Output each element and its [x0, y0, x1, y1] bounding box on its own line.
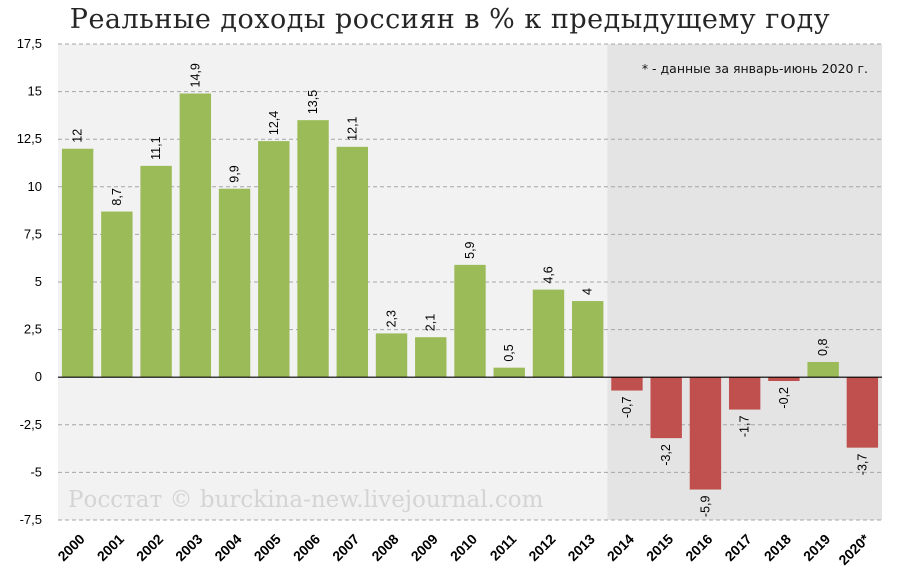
data-label: -3,7	[855, 454, 869, 476]
x-tick-label: 2013	[564, 531, 597, 564]
x-tick-label: 2007	[329, 531, 362, 564]
gridlines	[58, 43, 882, 521]
bar	[140, 165, 172, 378]
x-tick-label: 2020*	[835, 530, 873, 568]
x-tick-label: 2014	[604, 531, 637, 564]
data-label: 11,1	[149, 136, 163, 159]
bar	[689, 377, 722, 490]
watermark: Росстат © burckina-new.livejournal.com	[68, 487, 544, 513]
x-tick-label: 2003	[172, 531, 205, 564]
data-label: 0,8	[816, 339, 830, 356]
x-tick-label: 2009	[408, 531, 441, 564]
data-label: -5,9	[698, 495, 712, 517]
bar	[493, 367, 525, 378]
x-tick-label: 2004	[211, 531, 244, 564]
bar	[258, 141, 290, 378]
data-label: 2,1	[424, 314, 438, 331]
bar	[572, 301, 604, 378]
data-labels: 12 8,7 11,1 14,9 9,9 12,4 13,5 12,1 2,3 2,1 5,9 0,5…	[71, 63, 870, 517]
y-tick-label: -5	[30, 464, 42, 479]
bar	[101, 211, 133, 378]
data-label: -0,2	[777, 387, 791, 409]
x-tick-label: 2006	[290, 531, 323, 564]
data-label: 2,3	[385, 310, 399, 327]
bar	[768, 377, 800, 382]
data-label: 12,1	[345, 116, 359, 140]
y-tick-label: 10	[28, 179, 42, 194]
bar	[61, 148, 94, 378]
x-tick-label: 2012	[525, 531, 558, 564]
data-label: 13,5	[306, 90, 320, 114]
data-label: -0,7	[620, 396, 634, 418]
data-label: 12	[71, 129, 85, 143]
y-tick-label: 15	[28, 84, 42, 99]
x-axis-ticks: 2000 2001 2002 2003 2004 2005 2006 2007 2008 2009…	[54, 530, 872, 568]
bar	[218, 188, 251, 378]
x-tick-label: 2008	[368, 531, 401, 564]
bar	[454, 264, 486, 378]
x-tick-label: 2002	[133, 531, 166, 564]
data-label: -3,2	[659, 444, 673, 466]
bar	[611, 377, 643, 391]
y-tick-label: -7,5	[20, 512, 42, 527]
bar	[807, 361, 839, 378]
bar	[846, 377, 879, 448]
y-tick-label: 0	[35, 369, 42, 384]
y-tick-label: 7,5	[24, 226, 42, 241]
data-label: 5,9	[463, 241, 477, 258]
data-label: 9,9	[228, 165, 242, 182]
bar	[728, 377, 761, 410]
x-tick-label: 2015	[643, 531, 676, 564]
x-tick-label: 2000	[54, 531, 87, 564]
x-tick-label: 2019	[800, 531, 833, 564]
x-tick-label: 2010	[447, 531, 480, 564]
y-tick-label: 2,5	[24, 322, 42, 337]
y-tick-label: -2,5	[20, 417, 42, 432]
bar	[532, 289, 565, 378]
y-tick-label: 17,5	[17, 36, 42, 51]
x-tick-label: 2005	[251, 531, 284, 564]
data-label: -1,7	[738, 416, 752, 438]
x-tick-label: 2016	[682, 531, 715, 564]
data-label: 12,4	[267, 111, 281, 135]
data-label: 4	[581, 288, 595, 295]
y-tick-label: 12,5	[17, 131, 42, 146]
bar	[415, 337, 447, 378]
bar	[650, 377, 682, 439]
bar	[179, 93, 212, 378]
data-label: 8,7	[110, 188, 124, 205]
footnote-annotation: * - данные за январь-июнь 2020 г.	[642, 61, 868, 76]
y-tick-label: 5	[35, 274, 42, 289]
x-tick-label: 2001	[94, 531, 127, 564]
x-tick-label: 2018	[761, 531, 794, 564]
bar	[336, 146, 368, 378]
bar	[375, 333, 408, 378]
y-axis-ticks: 17,5 15 12,5 10 7,5 5 2,5 0 -2,5 -5 -7,5	[17, 36, 42, 527]
bar	[297, 120, 329, 378]
x-tick-label: 2011	[487, 531, 520, 564]
data-label: 0,5	[502, 344, 516, 361]
x-tick-label: 2017	[721, 531, 754, 564]
bars	[61, 93, 879, 490]
data-label: 4,6	[541, 266, 555, 283]
data-label: 14,9	[188, 63, 202, 87]
chart-title: Реальные доходы россиян в % к предыдущем…	[69, 4, 831, 35]
